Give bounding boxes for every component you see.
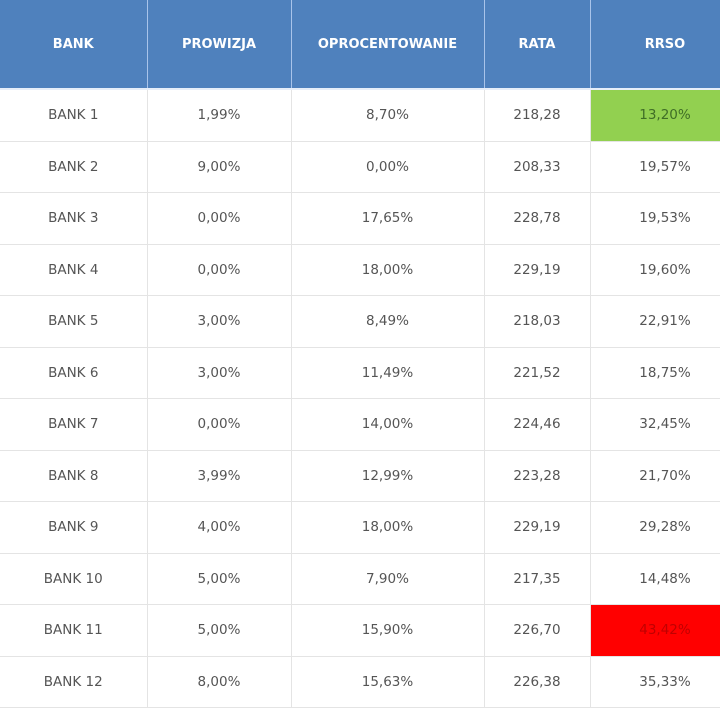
cell-prowizja: 3,00% (146, 295, 292, 348)
cell-prowizja: 0,00% (146, 398, 292, 451)
cell-rata: 226,38 (483, 655, 591, 708)
table-row: BANK 12 8,00% 15,63% 226,38 35,33% (0, 655, 720, 708)
cell-oprocentowanie: 7,90% (290, 552, 485, 605)
header-rata: RATA (483, 0, 591, 90)
cell-bank: BANK 5 (0, 295, 148, 348)
cell-rata: 218,03 (483, 295, 591, 348)
cell-rrso: 43,42% (589, 604, 720, 657)
cell-rrso: 29,28% (589, 501, 720, 554)
header-bank: BANK (0, 0, 148, 90)
table-row: BANK 8 3,99% 12,99% 223,28 21,70% (0, 449, 720, 502)
table-body: BANK 1 1,99% 8,70% 218,28 13,20% BANK 2 9,00% 0… (0, 88, 720, 708)
cell-rata: 208,33 (483, 140, 591, 193)
cell-rata: 226,70 (483, 604, 591, 657)
cell-prowizja: 0,00% (146, 192, 292, 245)
cell-bank: BANK 9 (0, 501, 148, 554)
cell-rrso: 13,20% (589, 88, 720, 142)
cell-oprocentowanie: 15,90% (290, 604, 485, 657)
cell-bank: BANK 11 (0, 604, 148, 657)
cell-rata: 229,19 (483, 243, 591, 296)
table-row: BANK 7 0,00% 14,00% 224,46 32,45% (0, 398, 720, 451)
cell-rrso: 32,45% (589, 398, 720, 451)
cell-oprocentowanie: 12,99% (290, 449, 485, 502)
cell-rrso: 22,91% (589, 295, 720, 348)
table-row: BANK 3 0,00% 17,65% 228,78 19,53% (0, 192, 720, 245)
cell-bank: BANK 6 (0, 346, 148, 399)
cell-oprocentowanie: 17,65% (290, 192, 485, 245)
table-row: BANK 6 3,00% 11,49% 221,52 18,75% (0, 346, 720, 399)
header-row: BANK PROWIZJA OPROCENTOWANIE RATA RRSO (0, 0, 720, 90)
cell-prowizja: 9,00% (146, 140, 292, 193)
cell-rata: 224,46 (483, 398, 591, 451)
cell-prowizja: 8,00% (146, 655, 292, 708)
cell-rata: 228,78 (483, 192, 591, 245)
cell-bank: BANK 4 (0, 243, 148, 296)
cell-rata: 221,52 (483, 346, 591, 399)
cell-oprocentowanie: 8,49% (290, 295, 485, 348)
header-prowizja: PROWIZJA (146, 0, 292, 90)
cell-rrso: 14,48% (589, 552, 720, 605)
cell-prowizja: 3,00% (146, 346, 292, 399)
cell-bank: BANK 10 (0, 552, 148, 605)
cell-rrso: 35,33% (589, 655, 720, 708)
cell-oprocentowanie: 18,00% (290, 243, 485, 296)
cell-prowizja: 4,00% (146, 501, 292, 554)
cell-bank: BANK 8 (0, 449, 148, 502)
cell-oprocentowanie: 18,00% (290, 501, 485, 554)
cell-rrso: 19,53% (589, 192, 720, 245)
table-header: BANK PROWIZJA OPROCENTOWANIE RATA RRSO (0, 0, 720, 90)
cell-oprocentowanie: 15,63% (290, 655, 485, 708)
cell-bank: BANK 1 (0, 88, 148, 142)
cell-rrso: 18,75% (589, 346, 720, 399)
table-row: BANK 4 0,00% 18,00% 229,19 19,60% (0, 243, 720, 296)
header-oprocentowanie: OPROCENTOWANIE (290, 0, 485, 90)
cell-rata: 229,19 (483, 501, 591, 554)
cell-oprocentowanie: 14,00% (290, 398, 485, 451)
table-row: BANK 2 9,00% 0,00% 208,33 19,57% (0, 140, 720, 193)
cell-bank: BANK 3 (0, 192, 148, 245)
table-row: BANK 9 4,00% 18,00% 229,19 29,28% (0, 501, 720, 554)
cell-rrso: 19,57% (589, 140, 720, 193)
cell-oprocentowanie: 0,00% (290, 140, 485, 193)
cell-bank: BANK 7 (0, 398, 148, 451)
cell-rata: 218,28 (483, 88, 591, 142)
table-row: BANK 11 5,00% 15,90% 226,70 43,42% (0, 604, 720, 657)
cell-prowizja: 1,99% (146, 88, 292, 142)
cell-rata: 223,28 (483, 449, 591, 502)
table-row: BANK 10 5,00% 7,90% 217,35 14,48% (0, 552, 720, 605)
cell-oprocentowanie: 8,70% (290, 88, 485, 142)
cell-prowizja: 0,00% (146, 243, 292, 296)
cell-rata: 217,35 (483, 552, 591, 605)
cell-bank: BANK 2 (0, 140, 148, 193)
header-rrso: RRSO (589, 0, 720, 90)
cell-prowizja: 5,00% (146, 604, 292, 657)
table-row: BANK 1 1,99% 8,70% 218,28 13,20% (0, 88, 720, 142)
cell-prowizja: 5,00% (146, 552, 292, 605)
cell-rrso: 19,60% (589, 243, 720, 296)
cell-prowizja: 3,99% (146, 449, 292, 502)
cell-oprocentowanie: 11,49% (290, 346, 485, 399)
table-row: BANK 5 3,00% 8,49% 218,03 22,91% (0, 295, 720, 348)
cell-bank: BANK 12 (0, 655, 148, 708)
cell-rrso: 21,70% (589, 449, 720, 502)
